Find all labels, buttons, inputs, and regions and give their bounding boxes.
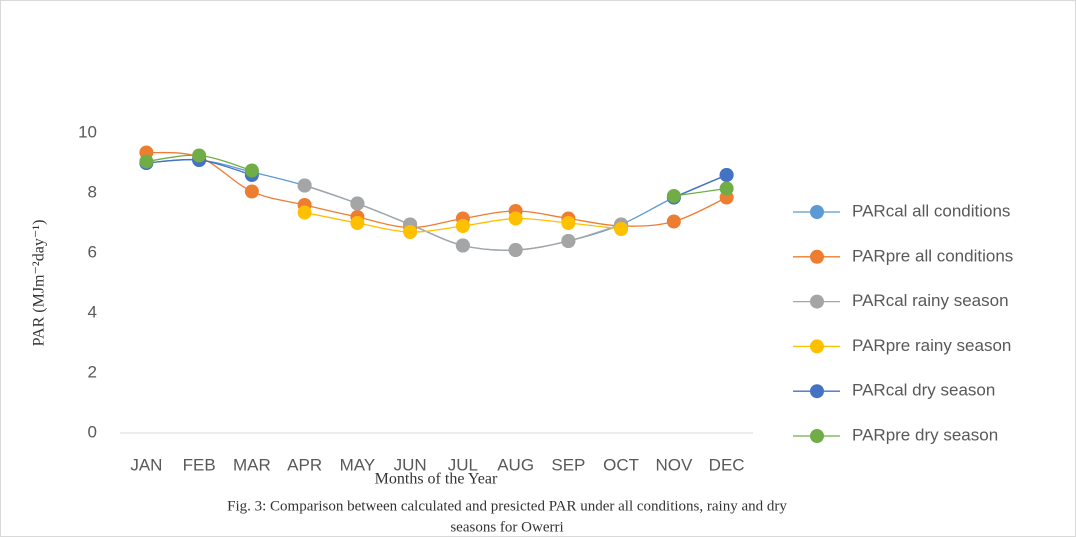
legend-marker [810,339,824,354]
marker [297,205,312,220]
y-tick-label: 8 [88,182,97,201]
marker [561,216,576,230]
legend-marker [810,249,824,264]
y-tick-label: 2 [88,362,97,381]
marker [244,184,259,199]
marker [666,189,681,203]
x-tick-label: SEP [551,455,585,474]
y-tick-label: 10 [78,122,97,141]
x-tick-label: DEC [709,455,745,474]
x-tick-label: JUL [448,455,478,474]
legend-label: PARpre dry season [852,425,998,444]
y-tick-label: 4 [88,302,97,321]
marker [192,148,207,163]
legend-label: PARcal dry season [852,381,995,400]
x-tick-label: FEB [183,455,216,474]
caption: seasons for Owerri [450,519,563,535]
marker [350,196,365,211]
x-tick-label: JAN [130,455,162,474]
legend-label: PARcal rainy season [852,291,1009,310]
marker [719,181,734,196]
legend-label: PARpre rainy season [852,336,1011,355]
marker [139,154,154,169]
legend-marker [810,294,824,309]
caption: Fig. 3: Comparison between calculated an… [227,498,787,514]
marker [614,222,629,236]
x-axis-label: Months of the Year [375,471,498,488]
marker [455,238,470,253]
marker [508,211,523,226]
x-tick-label: MAR [233,455,271,474]
y-tick-label: 0 [88,422,97,441]
marker [666,214,681,229]
marker [403,225,418,239]
marker [561,234,576,248]
x-tick-label: NOV [655,455,693,474]
marker [244,163,259,178]
legend-marker [810,384,824,399]
legend-label: PARcal all conditions [852,201,1010,220]
y-axis-label: PAR (MJm⁻²day⁻¹) [31,220,48,347]
x-tick-label: APR [287,455,322,474]
x-tick-label: OCT [603,455,639,474]
legend-label: PARpre all conditions [852,246,1013,265]
y-tick-label: 6 [88,242,97,261]
x-tick-label: JUN [394,455,427,474]
x-tick-label: AUG [497,455,534,474]
marker [350,216,365,230]
legend-marker [810,205,824,219]
legend-marker [810,429,824,443]
marker [508,243,523,257]
marker [719,168,734,182]
marker [455,219,470,233]
marker [297,178,312,193]
x-tick-label: MAY [340,455,376,474]
